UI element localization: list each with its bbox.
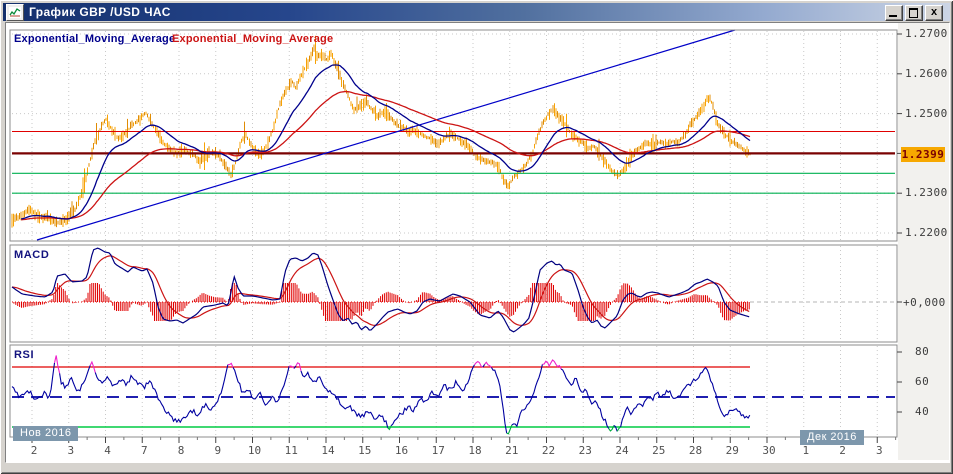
price-axis-label: 1.2300 [905, 186, 948, 200]
close-icon: x [930, 6, 938, 18]
current-price-badge: 1.2399 [901, 147, 945, 162]
price-axis-label: 1.2500 [905, 106, 948, 120]
maximize-button[interactable] [905, 5, 923, 21]
date-axis-label: 28 [688, 444, 703, 457]
month-badge-nov: Нов 2016 [13, 426, 79, 441]
month-badge-dec: Дек 2016 [800, 430, 864, 445]
price-axis-label: 1.2700 [905, 27, 948, 40]
minimize-icon [889, 15, 897, 17]
date-axis-label: 21 [505, 444, 519, 457]
date-axis-label: 3 [875, 444, 883, 457]
title-bar[interactable]: График GBP /USD ЧАС x [3, 3, 950, 21]
date-axis-label: 15 [358, 444, 372, 457]
date-axis-label: 3 [67, 444, 75, 457]
mini-chart-icon [9, 6, 21, 18]
date-axis-label: 11 [284, 444, 298, 457]
date-axis-label: 7 [140, 444, 148, 457]
minimize-button[interactable] [885, 5, 903, 21]
macd-zero-label: +0,000 [903, 296, 946, 309]
date-axis-label: 2 [30, 444, 38, 457]
macd-panel-label: MACD [14, 249, 50, 261]
date-axis-label: 2 [839, 444, 846, 457]
maximize-icon [909, 8, 918, 18]
window-title: График GBP /USD ЧАС [29, 5, 171, 19]
price-axis-label: 1.2200 [905, 226, 948, 239]
date-axis-label: 18 [468, 444, 482, 457]
date-axis-label: 22 [541, 444, 556, 457]
date-axis-label: 23 [578, 444, 592, 457]
date-axis-label: 30 [762, 444, 776, 457]
price-axis-label: 1.2600 [905, 66, 948, 80]
rsi-axis-label: 40 [915, 405, 930, 418]
date-axis-label: 8 [177, 444, 185, 457]
rsi-panel-label: RSI [14, 349, 35, 361]
chart-app-icon [6, 3, 24, 21]
price-axis-strip [898, 23, 949, 460]
date-axis-label: 17 [431, 444, 445, 457]
chart-client-area [5, 22, 950, 463]
date-axis-label: 25 [652, 444, 666, 457]
date-axis-label: 10 [247, 444, 262, 457]
legend-ema-slow: Exponential_Moving_Average [172, 33, 334, 45]
date-axis-label: 29 [725, 444, 739, 457]
date-axis-label: 4 [104, 444, 111, 457]
date-axis-label: 24 [615, 444, 629, 457]
close-button[interactable]: x [925, 5, 943, 21]
legend-ema-fast: Exponential_Moving_Average [14, 33, 176, 45]
date-axis-label: 14 [321, 444, 335, 457]
date-axis-label: 16 [394, 444, 409, 457]
date-axis-label: 9 [214, 444, 222, 457]
rsi-axis-label: 80 [915, 345, 930, 358]
rsi-axis-label: 60 [915, 375, 930, 388]
date-axis-label: 1 [802, 444, 810, 457]
